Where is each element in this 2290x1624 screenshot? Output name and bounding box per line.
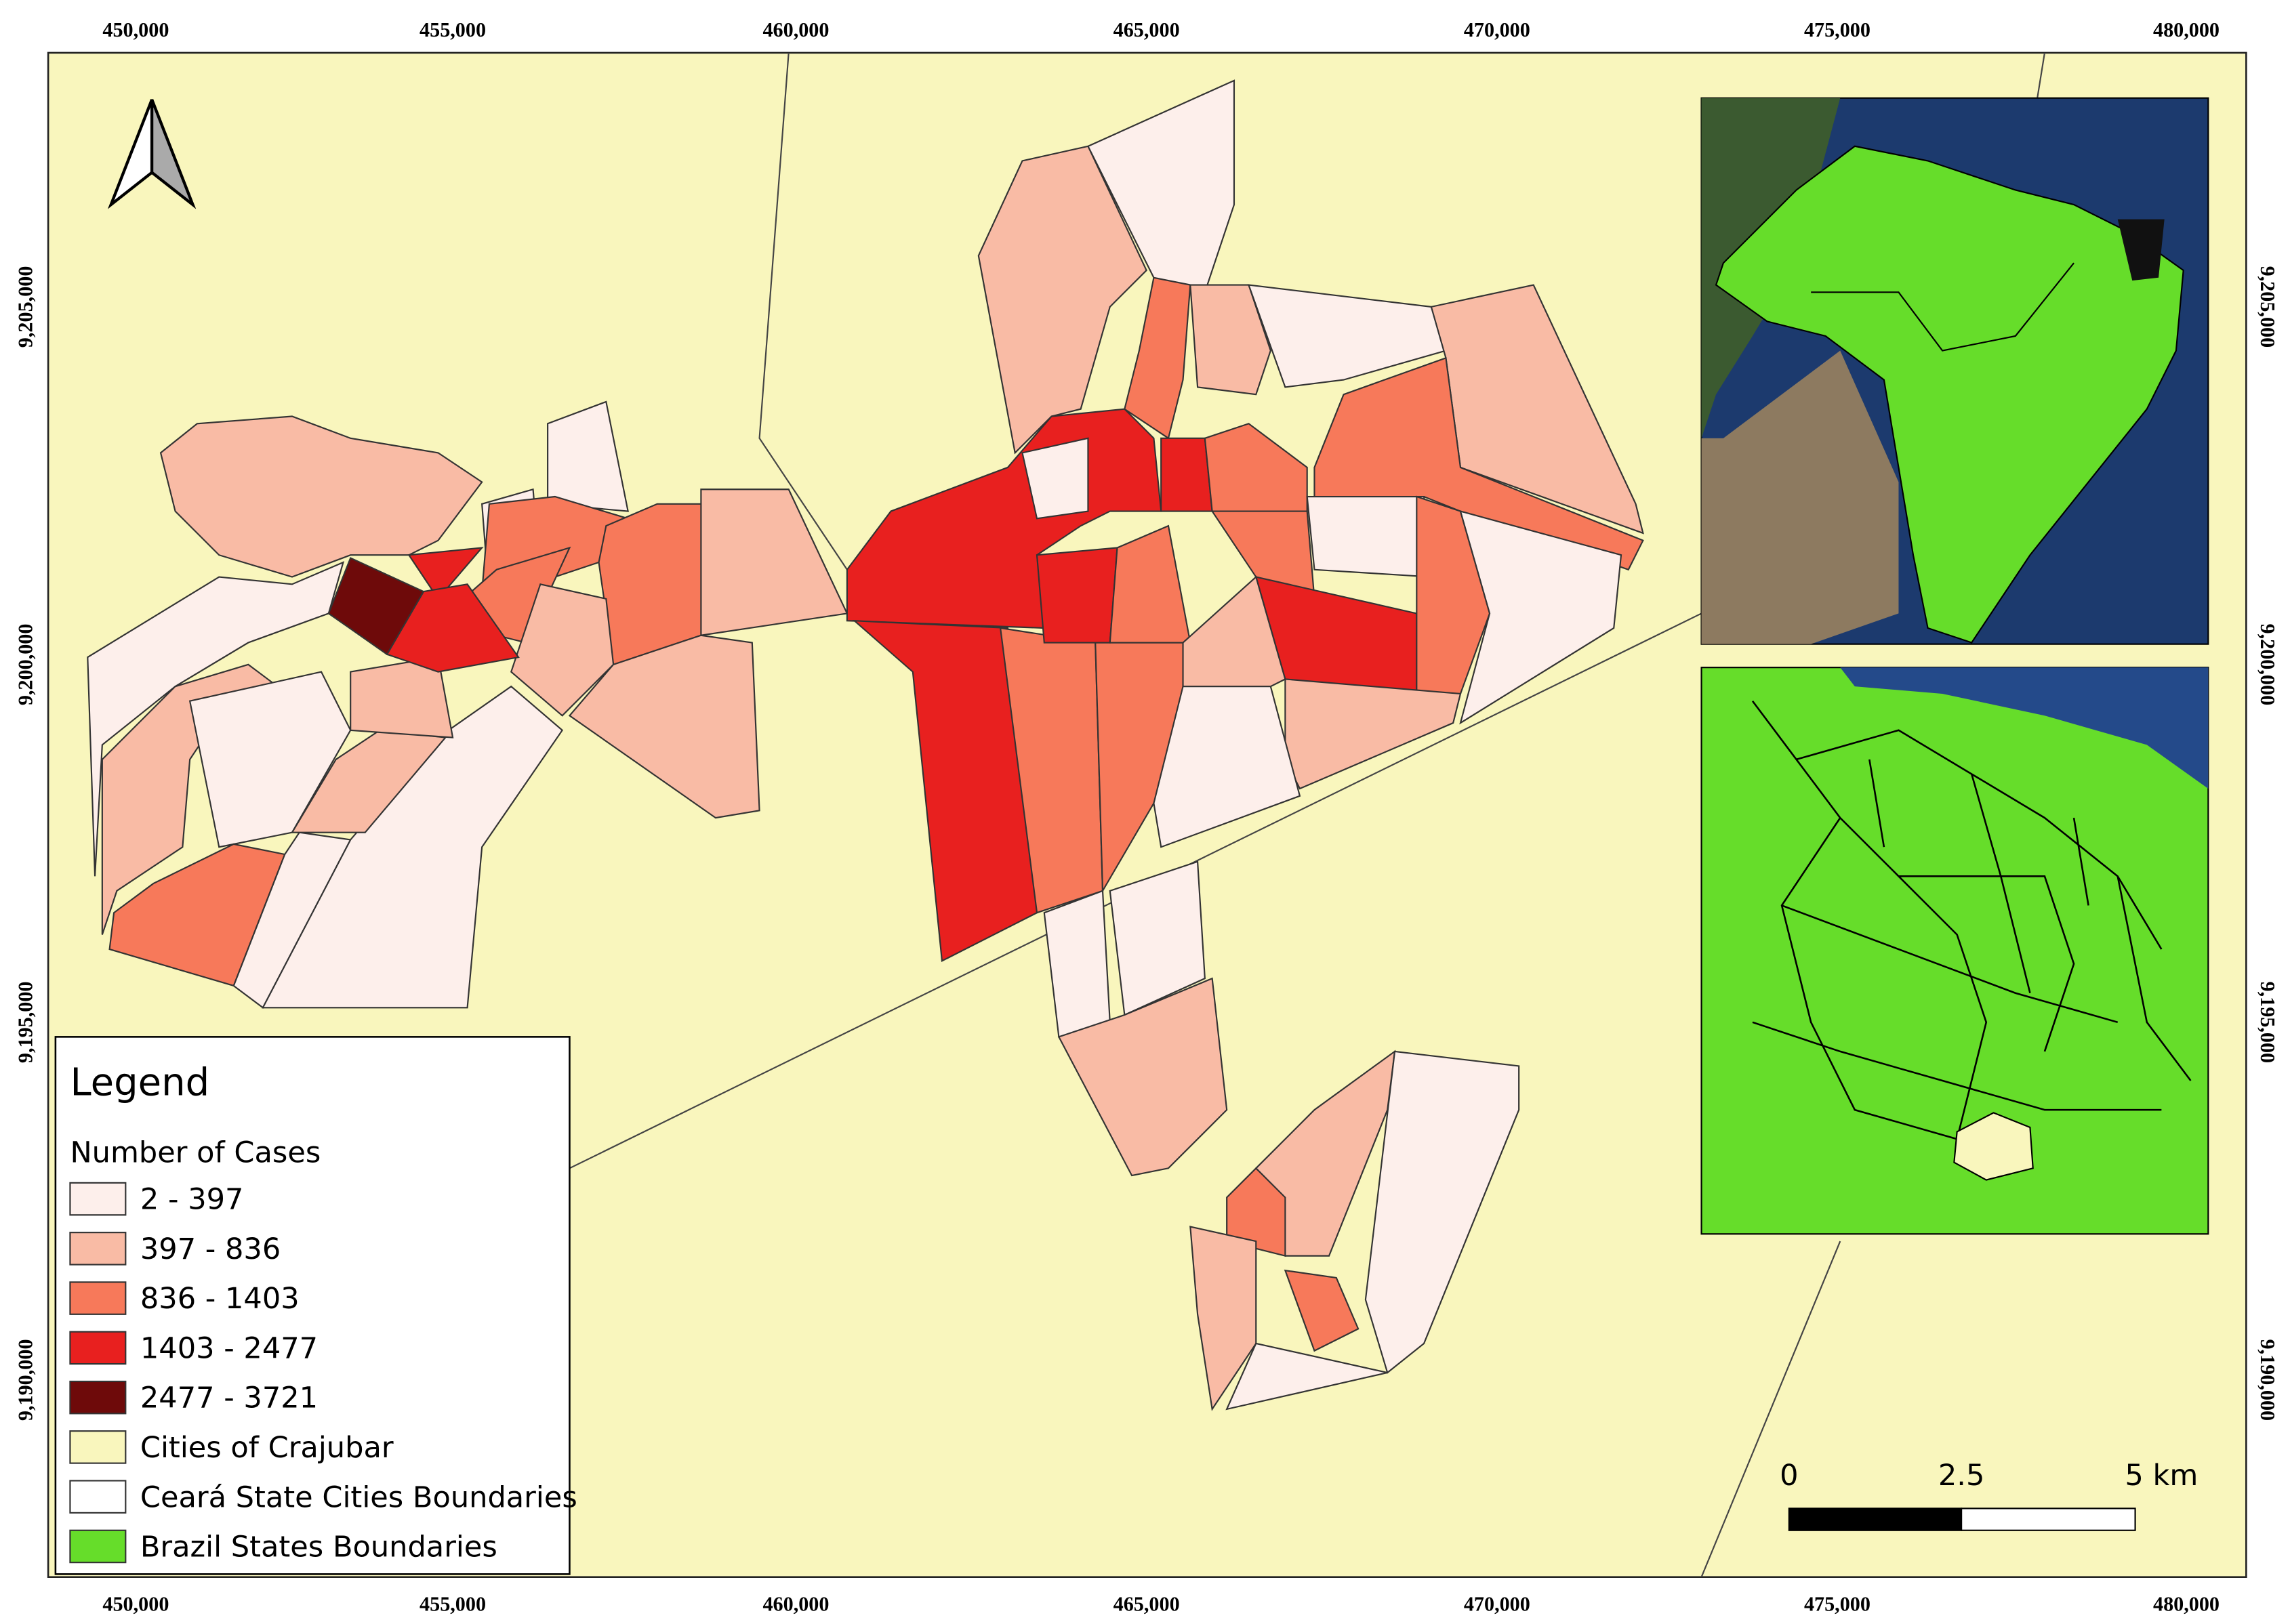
legend-swatch <box>69 1331 127 1365</box>
north-arrow <box>107 99 197 209</box>
neighborhood <box>568 634 760 819</box>
x-coordinate-label: 480,000 <box>2153 18 2220 41</box>
x-coordinate-label: 455,000 <box>420 18 486 41</box>
neighborhood <box>1021 437 1089 520</box>
y-coordinate-label: 9,205,000 <box>2256 266 2279 348</box>
legend-swatch <box>69 1232 127 1266</box>
neighborhood <box>407 547 484 600</box>
legend-label: 397 - 836 <box>140 1232 281 1266</box>
neighborhood <box>87 561 345 877</box>
coordinate-labels: 450,000 455,000 460,000 465,000 470,000 475,0… <box>14 18 2278 1615</box>
x-coordinate-label: 455,000 <box>420 1592 486 1615</box>
neighborhood <box>1153 686 1301 848</box>
legend-label: 836 - 1403 <box>140 1282 300 1316</box>
x-coordinate-label: 470,000 <box>1464 1592 1530 1615</box>
legend-label: Cities of Crajubar <box>140 1431 394 1465</box>
scale-label: 2.5 <box>1938 1459 1985 1493</box>
y-coordinate-label: 9,200,000 <box>2256 624 2279 706</box>
legend-items: 2 - 397 397 - 836 836 - 1403 1403 - 2477 247… <box>69 1182 577 1564</box>
neighborhood <box>1225 1342 1388 1411</box>
scale-label: 0 <box>1780 1459 1798 1493</box>
neighborhood <box>1189 1226 1257 1411</box>
neighborhood <box>1182 575 1286 688</box>
legend-swatch <box>69 1182 127 1216</box>
legend-swatch <box>69 1529 127 1564</box>
neighborhood <box>1364 1050 1520 1374</box>
x-coordinate-label: 460,000 <box>762 18 829 41</box>
neighborhood <box>977 145 1147 455</box>
neighborhood <box>1086 79 1235 293</box>
ceara-inset <box>1700 667 2209 1235</box>
neighborhood <box>852 619 1038 962</box>
neighborhood <box>1036 547 1118 644</box>
legend-label: 1403 - 2477 <box>140 1331 318 1365</box>
y-coordinate-label: 9,195,000 <box>14 982 37 1064</box>
neighborhood <box>1306 495 1433 578</box>
boundary-line <box>1700 1241 1841 1578</box>
neighborhood <box>1416 495 1491 695</box>
legend-title: Legend <box>70 1061 209 1105</box>
legend-subtitle: Number of Cases <box>70 1136 321 1170</box>
y-coordinate-label: 9,190,000 <box>14 1339 37 1421</box>
x-coordinate-label: 480,000 <box>2153 1592 2220 1615</box>
neighborhood <box>232 831 352 1009</box>
neighborhood <box>547 400 629 512</box>
y-coordinate-label: 9,205,000 <box>14 266 37 348</box>
boundary-line <box>2037 52 2046 98</box>
neighborhood <box>1247 284 1447 388</box>
boundary-line <box>758 52 848 570</box>
x-coordinate-label: 470,000 <box>1464 18 1530 41</box>
y-coordinate-label: 9,195,000 <box>2256 982 2279 1064</box>
neighborhood <box>1204 423 1308 512</box>
x-coordinate-label: 475,000 <box>1804 18 1870 41</box>
scale-bar <box>1788 1507 2136 1531</box>
neighborhood <box>1057 977 1228 1177</box>
x-coordinate-label: 475,000 <box>1804 1592 1870 1615</box>
x-coordinate-label: 460,000 <box>762 1592 829 1615</box>
legend-label: Brazil States Boundaries <box>140 1531 497 1564</box>
legend-swatch <box>69 1430 127 1464</box>
neighborhood <box>188 671 352 848</box>
neighborhood <box>1459 510 1622 725</box>
x-coordinate-label: 465,000 <box>1113 18 1180 41</box>
neighborhood <box>1160 437 1213 512</box>
neighborhood <box>327 557 425 656</box>
legend-swatch <box>69 1281 127 1315</box>
neighborhood <box>159 415 483 578</box>
x-coordinate-label: 450,000 <box>102 18 169 41</box>
neighborhood <box>1189 284 1271 396</box>
x-coordinate-label: 450,000 <box>102 1592 169 1615</box>
y-coordinate-label: 9,200,000 <box>14 624 37 706</box>
brazil-inset <box>1700 97 2209 645</box>
legend-label: Ceará State Cities Boundaries <box>140 1480 577 1514</box>
legend-swatch <box>69 1380 127 1415</box>
neighborhood <box>1226 1167 1286 1257</box>
legend-box <box>54 1036 571 1575</box>
neighborhood <box>1284 1269 1359 1352</box>
scale-label: 5 km <box>2125 1459 2198 1493</box>
neighborhoods <box>87 79 1644 1411</box>
neighborhood <box>1109 860 1206 1016</box>
legend-swatch <box>69 1480 127 1514</box>
y-coordinate-label: 9,190,000 <box>2256 1339 2279 1421</box>
x-coordinate-label: 465,000 <box>1113 1592 1180 1615</box>
legend-label: 2 - 397 <box>140 1183 244 1217</box>
legend-label: 2477 - 3721 <box>140 1381 318 1415</box>
